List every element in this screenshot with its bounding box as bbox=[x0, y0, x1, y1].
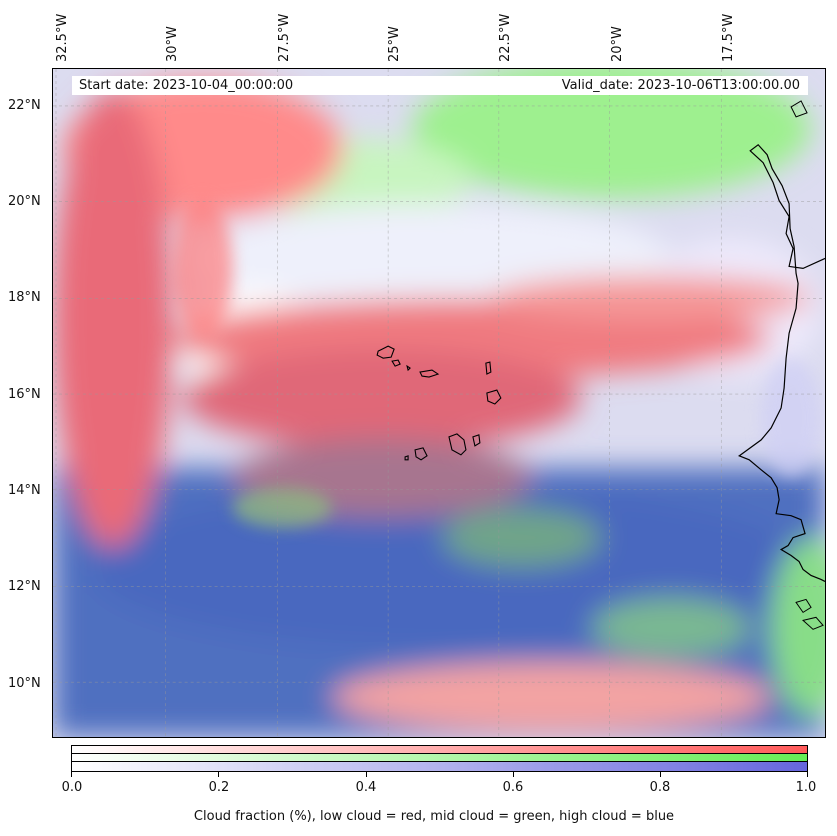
tickmark-0.4 bbox=[366, 772, 367, 777]
lat-label-10n: 10°N bbox=[8, 676, 41, 691]
cloud-field bbox=[53, 69, 825, 737]
lon-label-27.5w: 27.5°W bbox=[277, 13, 292, 62]
lat-label-20n: 20°N bbox=[8, 194, 41, 209]
lat-label-16n: 16°N bbox=[8, 387, 41, 402]
lon-label-32.5w: 32.5°W bbox=[55, 13, 70, 62]
lon-label-22.5w: 22.5°W bbox=[498, 13, 513, 62]
colorbar-tick-0.0: 0.0 bbox=[61, 780, 83, 795]
tickmark-0.6 bbox=[513, 772, 514, 777]
island-santo-antao bbox=[376, 345, 395, 359]
colorbar-label: Cloud fraction (%), low cloud = red, mid… bbox=[193, 809, 675, 824]
start-date-label: Start date: 2023-10-04_00:00:00 bbox=[79, 78, 294, 93]
colorbar-mid-green bbox=[72, 754, 807, 762]
colorbar bbox=[71, 745, 808, 772]
valid-date-label: Valid_date: 2023-10-06T13:00:00.00 bbox=[561, 78, 800, 93]
tickmark-0.8 bbox=[660, 772, 661, 777]
cloud-fraction-map[interactable] bbox=[52, 68, 826, 738]
lat-label-14n: 14°N bbox=[8, 483, 41, 498]
lon-label-25w: 25°W bbox=[387, 26, 402, 62]
colorbar-tick-1.0: 1.0 bbox=[795, 780, 817, 795]
date-info-box: Start date: 2023-10-04_00:00:00 Valid_da… bbox=[72, 76, 808, 95]
colorbar-high-blue bbox=[72, 762, 807, 771]
tickmark-0.2 bbox=[218, 772, 219, 777]
colorbar-tick-0.6: 0.6 bbox=[502, 780, 524, 795]
lon-label-17.5w: 17.5°W bbox=[721, 13, 736, 62]
colorbar-tick-0.8: 0.8 bbox=[649, 780, 671, 795]
tickmark-0.0 bbox=[71, 772, 72, 777]
colorbar-tick-0.4: 0.4 bbox=[355, 780, 377, 795]
lat-label-12n: 12°N bbox=[8, 579, 41, 594]
lat-label-18n: 18°N bbox=[8, 290, 41, 305]
lon-label-30w: 30°W bbox=[165, 26, 180, 62]
tickmark-1.0 bbox=[807, 772, 808, 777]
colorbar-low-red bbox=[72, 746, 807, 754]
lat-label-22n: 22°N bbox=[8, 98, 41, 113]
colorbar-tick-0.2: 0.2 bbox=[208, 780, 230, 795]
lon-label-20w: 20°W bbox=[610, 26, 625, 62]
